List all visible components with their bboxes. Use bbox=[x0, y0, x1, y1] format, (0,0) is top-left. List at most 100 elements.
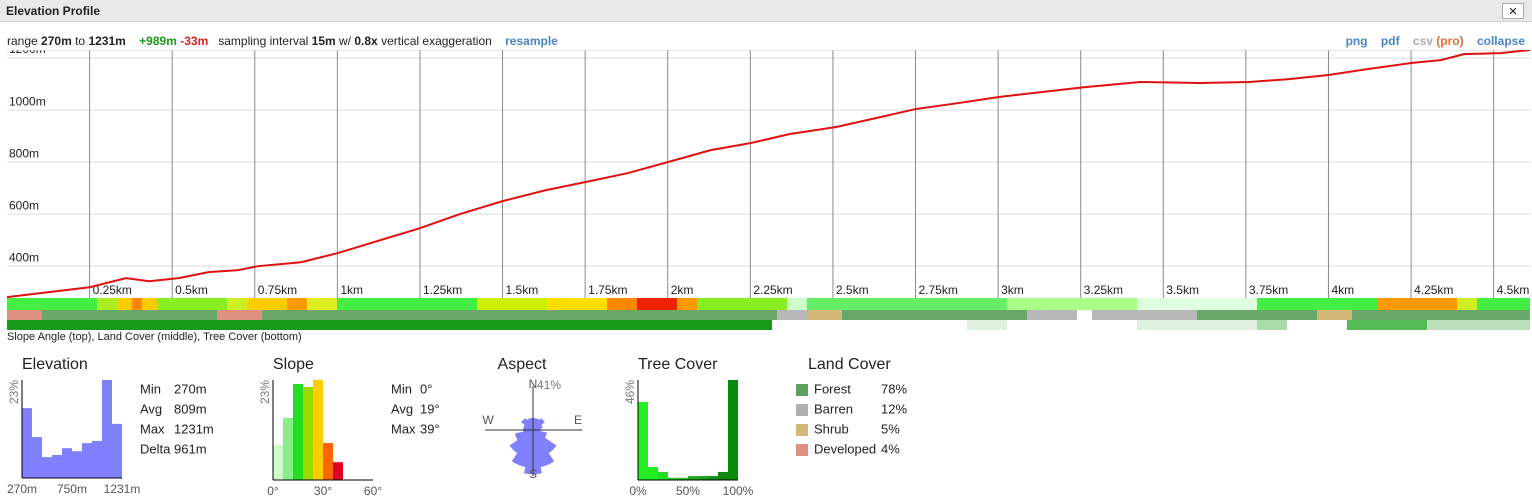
x-tick-label: 750m bbox=[57, 482, 87, 496]
aspect-wedge bbox=[521, 418, 534, 431]
exaggeration: 0.8x bbox=[354, 34, 378, 48]
summary-panels: Elevation 270m 750m 1231m 23% Min 270m Avg 809m M… bbox=[7, 356, 907, 498]
x-tick-label: 1231m bbox=[104, 482, 141, 496]
pro-badge: (pro) bbox=[1436, 34, 1464, 48]
x-tick-label: 3.25km bbox=[1084, 283, 1123, 297]
aspect-wedge bbox=[511, 429, 534, 468]
aspect-wedge bbox=[509, 429, 534, 454]
legend-value: 5% bbox=[881, 421, 900, 436]
legend-name: Developed bbox=[814, 441, 876, 456]
resample-link[interactable]: resample bbox=[505, 34, 558, 48]
histogram-bar bbox=[22, 408, 32, 478]
interval: 15m bbox=[311, 34, 336, 48]
histogram-bar bbox=[72, 451, 82, 478]
legend-name: Forest bbox=[814, 381, 851, 396]
histogram-bar bbox=[718, 471, 728, 480]
histogram-bar bbox=[42, 457, 52, 478]
stat-value: 0° bbox=[420, 381, 432, 396]
stat-label: Avg bbox=[391, 401, 413, 416]
close-button[interactable]: ✕ bbox=[1502, 3, 1524, 19]
legend-swatch bbox=[796, 384, 808, 396]
histogram-bar bbox=[32, 437, 42, 478]
x-tick-label: 1.5km bbox=[506, 283, 539, 297]
panel-title: Land Cover bbox=[808, 356, 891, 373]
direction-label: E bbox=[574, 413, 582, 427]
legend-value: 12% bbox=[881, 401, 907, 416]
aspect-wedge bbox=[532, 424, 543, 431]
stat-value: 961m bbox=[174, 441, 207, 456]
profile-strips bbox=[7, 298, 1530, 330]
histogram-bar bbox=[52, 454, 62, 478]
stat-value: 809m bbox=[174, 401, 207, 416]
x-tick-label: 2.5km bbox=[836, 283, 869, 297]
x-tick-label: 50% bbox=[676, 484, 700, 498]
legend-swatch bbox=[796, 424, 808, 436]
x-tick-label: 0° bbox=[267, 484, 279, 498]
x-tick-label: 0% bbox=[629, 484, 647, 498]
x-tick-label: 3.5km bbox=[1166, 283, 1199, 297]
x-tick-label: 100% bbox=[723, 484, 754, 498]
pdf-link[interactable]: pdf bbox=[1380, 34, 1400, 48]
y-tick-label: 46% bbox=[623, 380, 637, 404]
histogram-bar bbox=[658, 471, 668, 480]
histogram-bar bbox=[678, 477, 688, 480]
panel-title: Tree Cover bbox=[638, 356, 718, 373]
stat-label: Min bbox=[140, 381, 161, 396]
x-tick-label: 0.5km bbox=[175, 283, 208, 297]
range-label: range bbox=[7, 34, 38, 48]
x-tick-label: 270m bbox=[7, 482, 37, 496]
x-tick-label: 2.25km bbox=[753, 283, 792, 297]
exaggeration-label: vertical exaggeration bbox=[381, 34, 492, 48]
histogram-bar bbox=[668, 477, 678, 480]
elevation-plot: 400m 600m 800m 1000m 1200m 0.25km 0.5km 0.75km 1… bbox=[6, 42, 1531, 299]
png-link[interactable]: png bbox=[1345, 34, 1368, 48]
x-tick-label: 0.75km bbox=[258, 283, 297, 297]
toolbar-links: png pdf csv (pro) collapse bbox=[1346, 34, 1525, 48]
collapse-link[interactable]: collapse bbox=[1476, 34, 1525, 48]
x-tick-label: 60° bbox=[364, 484, 382, 498]
x-tick-label: 4km bbox=[1331, 283, 1354, 297]
direction-label: N bbox=[529, 377, 538, 391]
panel-title: Aspect bbox=[498, 356, 547, 373]
panel-title: Slope bbox=[273, 356, 314, 373]
x-tick-label: 4.5km bbox=[1497, 283, 1530, 297]
x-tick-label: 0.25km bbox=[93, 283, 132, 297]
histogram-bar bbox=[638, 401, 648, 480]
x-tick-label: 1km bbox=[340, 283, 363, 297]
x-tick-label: 1.25km bbox=[423, 283, 462, 297]
window-title: Elevation Profile bbox=[6, 4, 101, 18]
stat-label: Delta bbox=[140, 441, 171, 456]
aspect-wedge bbox=[514, 429, 534, 441]
histogram-bar bbox=[333, 462, 343, 480]
legend-swatch bbox=[796, 404, 808, 416]
x-tick-label: 30° bbox=[314, 484, 332, 498]
y-tick-label: 1200m bbox=[9, 42, 46, 56]
legend-swatch bbox=[796, 444, 808, 456]
elevation-line bbox=[6, 50, 1531, 299]
title-bar: Elevation Profile ✕ bbox=[0, 0, 1532, 22]
x-tick-label: 2.75km bbox=[919, 283, 958, 297]
histogram-bar bbox=[62, 448, 72, 478]
interval-label: sampling interval bbox=[218, 34, 309, 48]
csv-link[interactable]: csv bbox=[1412, 34, 1433, 48]
land-cover-strip bbox=[7, 310, 1530, 320]
aspect-wedge bbox=[532, 418, 545, 431]
range-to: to bbox=[75, 34, 86, 48]
histogram-bar bbox=[648, 466, 658, 480]
slope-strip bbox=[7, 298, 1530, 310]
direction-label: S bbox=[529, 467, 537, 481]
y-tick-label: 23% bbox=[258, 380, 272, 404]
histogram-bar bbox=[112, 423, 122, 478]
histogram-bar bbox=[698, 476, 708, 480]
stat-label: Avg bbox=[140, 401, 162, 416]
legend-name: Barren bbox=[814, 401, 853, 416]
histogram-bar bbox=[303, 386, 313, 480]
stat-value: 39° bbox=[420, 421, 440, 436]
y-tick-label: 800m bbox=[9, 146, 39, 160]
range-max: 1231m bbox=[88, 34, 126, 48]
tree-cover-strip bbox=[7, 320, 1530, 330]
histogram-bar bbox=[273, 444, 283, 480]
x-tick-label: 3.75km bbox=[1249, 283, 1288, 297]
histogram-bar bbox=[708, 476, 718, 480]
